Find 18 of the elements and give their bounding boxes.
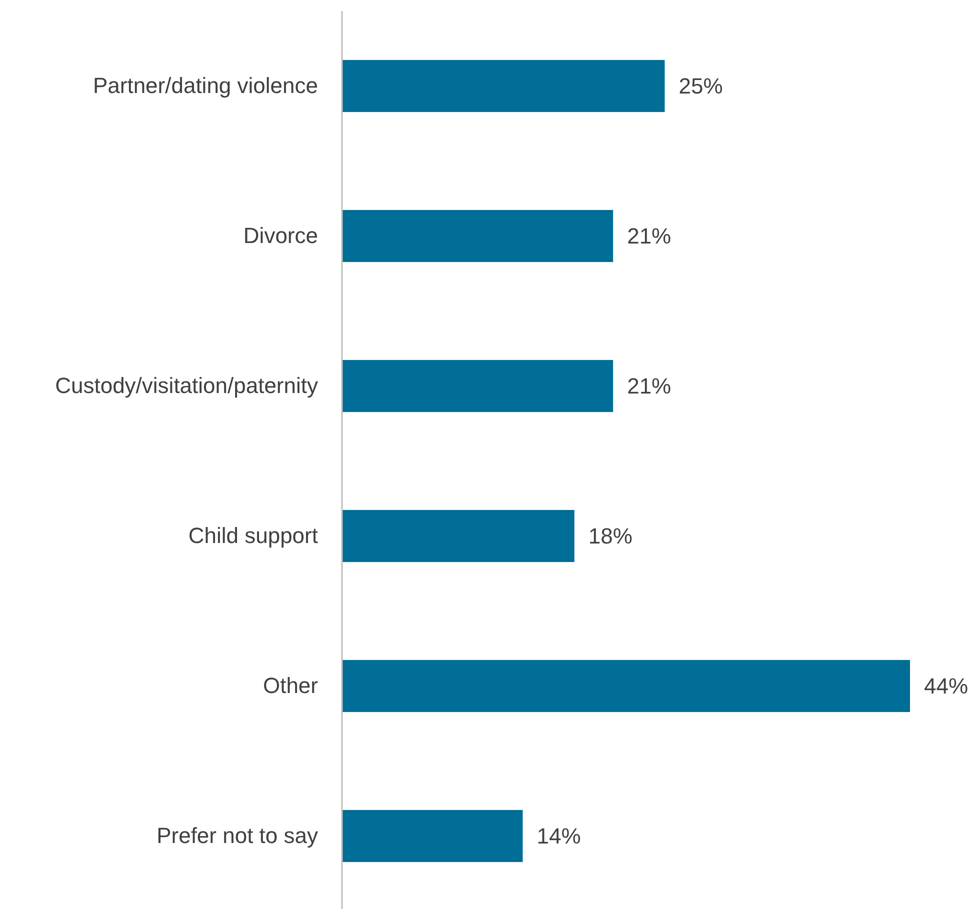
data-label: 25% <box>678 74 723 99</box>
bar <box>342 810 523 862</box>
y-tick-label: Divorce <box>243 223 318 248</box>
bar <box>342 60 665 112</box>
y-tick-label: Custody/visitation/paternity <box>55 373 318 398</box>
bar <box>342 360 614 412</box>
bar <box>342 660 910 712</box>
y-tick-label: Prefer not to say <box>156 823 318 848</box>
data-label: 44% <box>924 674 968 699</box>
y-tick-label: Other <box>262 673 318 698</box>
y-tick-label: Child support <box>188 523 318 548</box>
bar <box>342 510 574 562</box>
data-label: 14% <box>536 824 581 849</box>
y-tick-label: Partner/dating violence <box>92 73 318 98</box>
data-label: 21% <box>627 374 672 399</box>
bar <box>342 210 614 262</box>
data-label: 21% <box>627 224 672 249</box>
data-label: 18% <box>588 524 632 549</box>
